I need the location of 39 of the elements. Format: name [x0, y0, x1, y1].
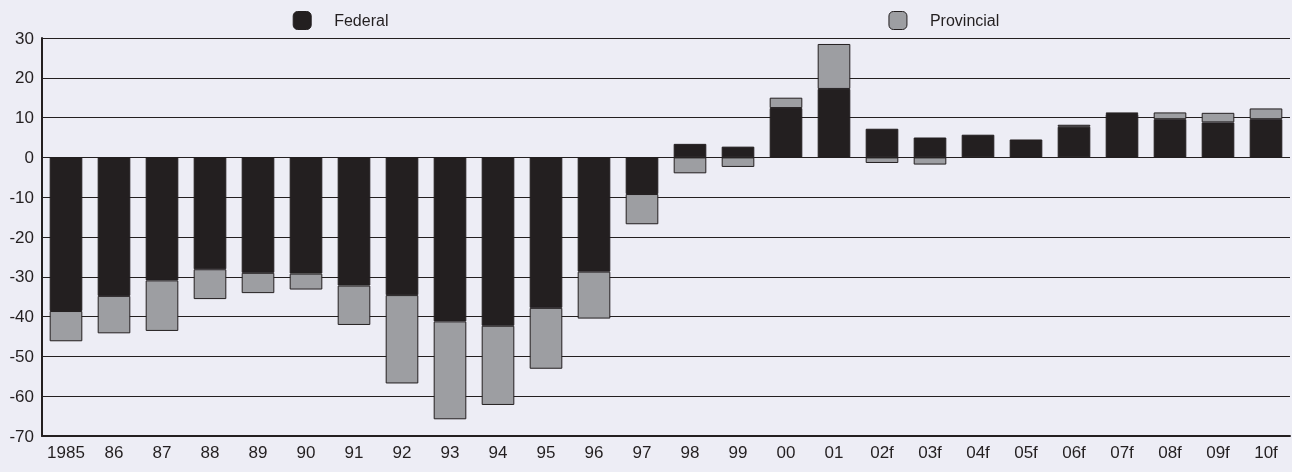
x-tick-label: 92 [392, 443, 412, 462]
y-tick-label: -30 [9, 267, 34, 287]
y-tick-label: 30 [15, 28, 34, 48]
x-tick-label: 95 [536, 443, 556, 462]
y-tick-label: 20 [15, 68, 34, 88]
y-tick-label: -20 [9, 227, 34, 247]
x-tick-label: 99 [728, 443, 748, 462]
x-tick-label: 06f [1062, 443, 1087, 462]
legend-label: Provincial [929, 12, 1000, 29]
x-tick-label: 03f [918, 443, 943, 462]
x-tick-label: 90 [296, 443, 316, 462]
y-tick-label: -70 [9, 426, 34, 446]
x-tick-label: 88 [200, 443, 220, 462]
x-tick-label: 01 [824, 443, 844, 462]
x-tick-label: 1985 [47, 443, 85, 462]
legend-label: Federal [334, 12, 389, 29]
y-tick-label: 0 [24, 147, 34, 167]
y-tick-label: 10 [15, 108, 34, 128]
x-tick-label: 94 [488, 443, 508, 462]
x-tick-label: 93 [440, 443, 460, 462]
x-tick-label: 07f [1110, 443, 1135, 462]
x-tick-label: 87 [152, 443, 172, 462]
x-tick-label: 05f [1014, 443, 1039, 462]
x-tick-label: 91 [344, 443, 364, 462]
y-tick-label: -60 [9, 386, 34, 406]
x-tick-label: 10f [1254, 443, 1279, 462]
x-tick-label: 86 [104, 443, 124, 462]
x-tick-label: 02f [870, 443, 895, 462]
x-tick-label: 08f [1158, 443, 1183, 462]
x-tick-label: 00 [776, 443, 796, 462]
y-tick-label: -10 [9, 187, 34, 207]
x-tick-label: 09f [1206, 443, 1231, 462]
x-tick-label: 96 [584, 443, 604, 462]
x-tick-label: 89 [248, 443, 268, 462]
x-tick-label: 98 [680, 443, 700, 462]
y-tick-label: -50 [9, 346, 34, 366]
x-tick-label: 04f [966, 443, 991, 462]
y-tick-label: -40 [9, 307, 34, 327]
x-tick-label: 97 [632, 443, 652, 462]
